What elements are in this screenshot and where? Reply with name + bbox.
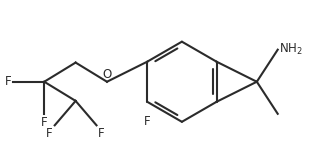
Text: NH$_2$: NH$_2$ <box>279 42 303 57</box>
Text: F: F <box>144 115 150 128</box>
Text: F: F <box>46 127 53 140</box>
Text: F: F <box>41 116 47 128</box>
Text: O: O <box>102 68 112 81</box>
Text: F: F <box>5 75 11 88</box>
Text: F: F <box>98 127 105 140</box>
